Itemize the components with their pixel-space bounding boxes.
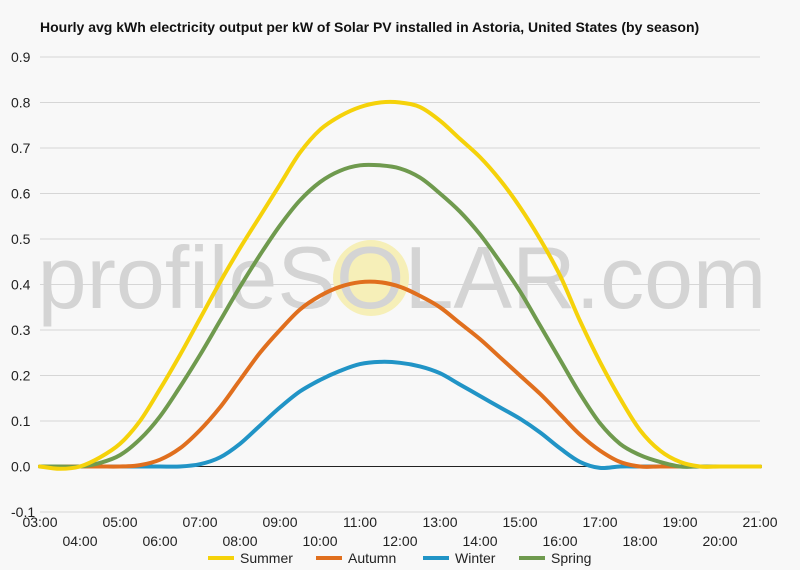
x-tick-label: 04:00 xyxy=(62,533,97,549)
x-tick-label: 20:00 xyxy=(702,533,737,549)
chart-title: Hourly avg kWh electricity output per kW… xyxy=(40,19,700,35)
x-tick-label: 16:00 xyxy=(542,533,577,549)
x-tick-label: 06:00 xyxy=(142,533,177,549)
x-axis-ticks: 03:00 04:00 05:00 06:00 07:00 08:00 09:00 10:00… xyxy=(22,514,777,549)
x-tick-label: 14:00 xyxy=(462,533,497,549)
series-line-spring xyxy=(38,162,762,469)
x-tick-label: 05:00 xyxy=(102,514,137,530)
x-tick-label: 18:00 xyxy=(622,533,657,549)
x-tick-label: 03:00 xyxy=(22,514,57,530)
x-tick-label: 21:00 xyxy=(742,514,777,530)
x-tick-label: 11:00 xyxy=(343,514,377,530)
series-lines xyxy=(38,99,762,471)
x-tick-label: 13:00 xyxy=(422,514,457,530)
y-tick-label: 0.9 xyxy=(11,49,31,65)
x-tick-label: 15:00 xyxy=(502,514,537,530)
watermark-sun xyxy=(333,240,409,316)
x-tick-label: 17:00 xyxy=(582,514,617,530)
x-tick-label: 09:00 xyxy=(262,514,297,530)
y-tick-label: 0.7 xyxy=(11,140,31,156)
y-tick-label: 0.1 xyxy=(11,413,31,429)
x-tick-label: 12:00 xyxy=(382,533,417,549)
x-tick-label: 10:00 xyxy=(302,533,337,549)
x-tick-label: 08:00 xyxy=(222,533,257,549)
y-tick-label: 0.2 xyxy=(11,368,31,384)
y-tick-label: -0.1 xyxy=(11,504,35,520)
y-tick-label: 0.8 xyxy=(11,95,31,111)
legend-label-spring: Spring xyxy=(551,550,591,566)
y-tick-label: 0.6 xyxy=(11,186,31,202)
y-axis-ticks: -0.1 0.0 0.1 0.2 0.3 0.4 0.5 0.6 0.7 0.8 0.9 xyxy=(11,49,35,520)
legend-label-summer: Summer xyxy=(240,550,293,566)
series-line-autumn xyxy=(38,279,762,469)
series-line-summer xyxy=(38,99,762,471)
x-tick-label: 19:00 xyxy=(662,514,697,530)
watermark-text: profileSOLAR.com xyxy=(38,228,767,327)
series-line-winter xyxy=(38,359,762,471)
legend-label-autumn: Autumn xyxy=(348,550,396,566)
watermark: profileSOLAR.com xyxy=(38,228,767,327)
y-tick-label: 0.4 xyxy=(11,277,31,293)
y-tick-label: 0.5 xyxy=(11,231,31,247)
legend-label-winter: Winter xyxy=(455,550,496,566)
legend: Summer Autumn Winter Spring xyxy=(208,550,591,566)
y-tick-label: 0.3 xyxy=(11,322,31,338)
x-tick-label: 07:00 xyxy=(182,514,217,530)
y-tick-label: 0.0 xyxy=(11,459,31,475)
